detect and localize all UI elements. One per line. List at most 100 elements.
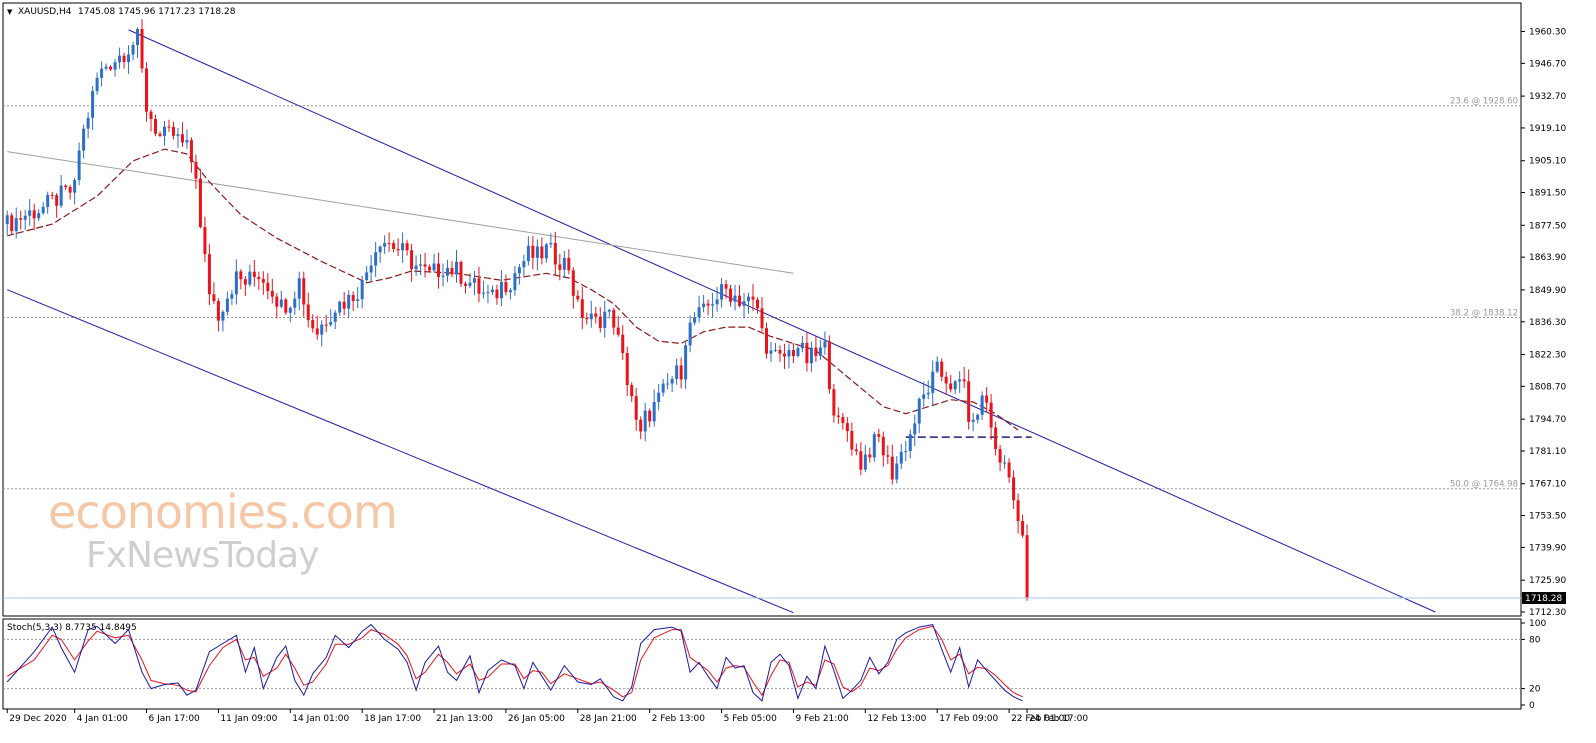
candle-bear (580, 299, 584, 318)
time-tick-label: 18 Jan 17:00 (364, 714, 421, 724)
candle-bull (162, 126, 166, 136)
candle-bull (922, 394, 926, 399)
candle-bear (315, 328, 319, 335)
time-axis[interactable]: 29 Dec 2020 4 Jan 01:00 6 Jan 17:00 11 Jan … (6, 709, 1088, 724)
candle-bull (338, 301, 342, 313)
candle-bull (769, 350, 773, 354)
candle-bear (495, 289, 499, 299)
candle-bear (252, 271, 256, 277)
price-tick-label: 1877.50 (1529, 221, 1566, 231)
candle-bear (576, 295, 580, 300)
candle-bear (243, 279, 247, 285)
candle-bull (715, 299, 719, 305)
candle-bull (499, 282, 503, 299)
candle-bear (423, 264, 427, 267)
candle-bear (558, 264, 562, 270)
candle-bull (697, 307, 701, 318)
candle-bull (293, 298, 297, 308)
price-tick-label: 1739.90 (1529, 543, 1566, 553)
candle-bull (378, 246, 382, 253)
price-axis[interactable]: 1960.30 1946.70 1932.70 1919.10 1905.10 1891.… (3, 28, 1566, 619)
time-tick-label: 9 Feb 21:00 (795, 714, 849, 724)
candle-bull (607, 309, 611, 312)
dropdown-triangle-icon[interactable]: ▼ (7, 8, 13, 16)
candle-bear (239, 271, 243, 280)
candle-bull (77, 150, 81, 181)
candle-bear (158, 133, 162, 136)
candle-bear (940, 361, 944, 377)
candle-bull (481, 292, 485, 294)
candle-bear (50, 194, 54, 196)
candle-bear (284, 299, 288, 313)
candle-bull (643, 410, 647, 432)
time-tick-label: 21 Jan 13:00 (436, 714, 493, 724)
price-tick-label: 1849.90 (1529, 286, 1566, 296)
candle-bear (962, 379, 966, 382)
candle-bear (985, 395, 989, 403)
candle-bear (854, 449, 858, 452)
candle-bull (100, 68, 104, 78)
candle-bull (37, 213, 41, 219)
candle-bear (625, 353, 629, 386)
candle-bear (122, 55, 126, 63)
candle-bull (872, 434, 876, 458)
candle-bull (185, 140, 189, 143)
candle-bull (535, 246, 539, 258)
candle-bear (145, 68, 149, 112)
candle-bull (931, 371, 935, 393)
candle-bull (104, 66, 108, 69)
candle-bull (383, 243, 387, 247)
candle-bear (392, 243, 396, 249)
candle-bull (517, 267, 521, 274)
price-tick-label: 1753.50 (1529, 512, 1566, 522)
candle-bull (59, 185, 63, 206)
candle-bear (764, 328, 768, 354)
candle-bear (791, 350, 795, 357)
candle-bear (540, 246, 544, 259)
candle-bear (437, 263, 441, 277)
candle-bear (778, 349, 782, 354)
candle-bear (679, 365, 683, 380)
time-tick-label: 12 Feb 13:00 (867, 714, 926, 724)
candle-bear (706, 303, 710, 306)
price-tick-label: 1781.10 (1529, 447, 1566, 457)
candle-bear (571, 270, 575, 296)
candle-bear (351, 294, 355, 302)
candle-bull (926, 392, 930, 395)
candle-bull (369, 265, 373, 273)
candle-bull (899, 451, 903, 464)
candle-bull (513, 273, 517, 291)
candle-bull (917, 398, 921, 424)
candle-bear (32, 210, 36, 219)
candle-bear (216, 301, 220, 321)
price-tick-label: 1822.30 (1529, 351, 1566, 361)
candle-bear (729, 288, 733, 302)
candle-bear (612, 309, 616, 328)
candle-bull (976, 414, 980, 420)
candle-bull (46, 194, 50, 207)
candle-bull (733, 295, 737, 302)
candle-bear (109, 66, 113, 70)
candle-bull (472, 278, 476, 283)
candle-bear (634, 396, 638, 420)
price-tick-label: 1836.30 (1529, 318, 1566, 328)
trend-lines (7, 29, 1436, 614)
candle-bear (845, 423, 849, 432)
candle-bull (14, 218, 18, 232)
candle-bear (836, 415, 840, 417)
candle-bear (275, 296, 279, 307)
candle-bull (684, 345, 688, 380)
candle-bear (827, 341, 831, 390)
candle-bull (73, 180, 77, 193)
candle-bear (598, 316, 602, 328)
candle-bull (661, 383, 665, 393)
candle-bear (504, 282, 508, 293)
candle-bull (958, 379, 962, 382)
stoch-tick-label: 20 (1529, 685, 1541, 695)
candle-bear (630, 385, 634, 397)
candle-bull (486, 292, 490, 294)
candle-bull (136, 29, 140, 46)
candle-bull (549, 243, 553, 245)
candle-bull (419, 264, 423, 266)
